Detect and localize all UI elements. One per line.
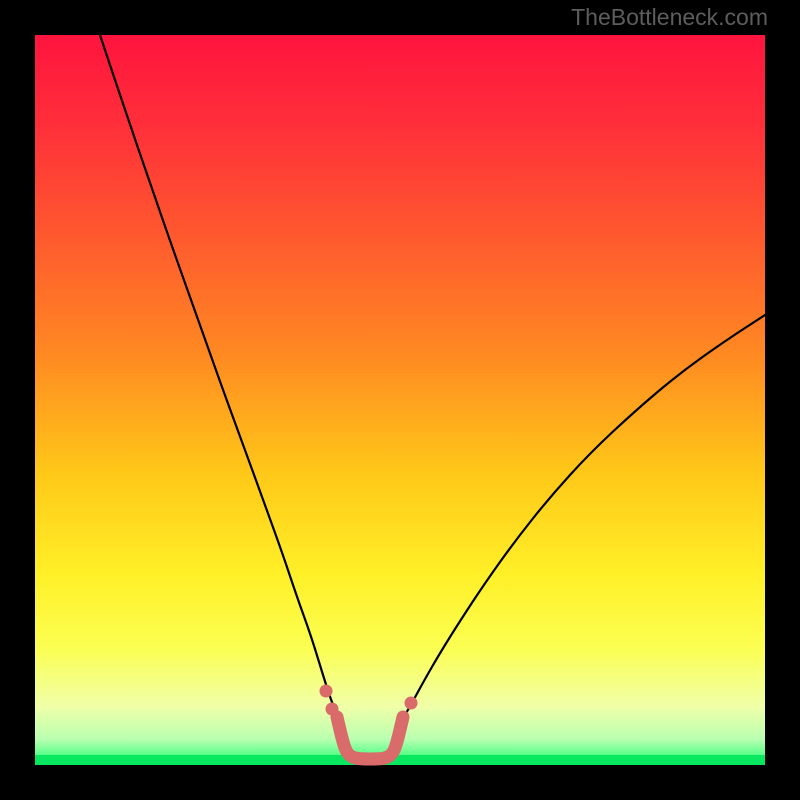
curve-right <box>395 315 765 729</box>
watermark-text: TheBottleneck.com <box>571 4 768 31</box>
curve-layer <box>0 0 800 800</box>
marker-dot <box>326 703 339 716</box>
floor-segment <box>337 717 403 759</box>
marker-dot <box>320 685 333 698</box>
curve-left <box>100 35 345 729</box>
chart-stage: TheBottleneck.com <box>0 0 800 800</box>
marker-dot <box>405 697 418 710</box>
